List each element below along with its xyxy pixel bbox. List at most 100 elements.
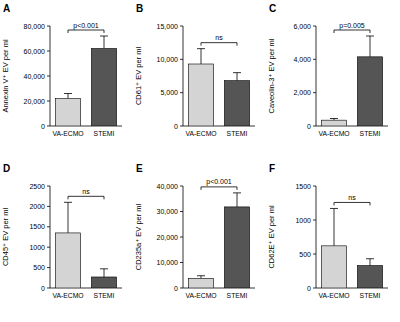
y-axis-label: Annexin V⁺ EV per ml: [1, 39, 10, 112]
y-tick: [180, 262, 183, 263]
y-tick-label: 0: [41, 285, 45, 292]
error-bar: [68, 202, 69, 233]
y-tick-label: 20,000: [24, 98, 46, 105]
y-tick: [47, 186, 50, 187]
y-tick: [47, 226, 50, 227]
error-bar: [237, 193, 238, 207]
marks: [188, 49, 249, 126]
annotation: p<0.001: [206, 178, 232, 186]
y-tick-label: 10,000: [157, 259, 179, 266]
y-tick: [47, 126, 50, 127]
y-tick-label: 2,000: [293, 89, 311, 96]
x-tick-label: VA-ECMO: [52, 130, 83, 137]
panel: FCD62E⁺ EV per ml050010001500VA-ECMOSTEM…: [267, 163, 388, 299]
y-tick: [313, 59, 316, 60]
y-tick: [180, 126, 183, 127]
y-tick-label: 40,000: [24, 73, 46, 80]
bar: [188, 64, 213, 126]
x-tick-label: STEMI: [94, 292, 115, 299]
error-bar: [104, 269, 105, 277]
error-bar: [370, 36, 371, 57]
y-tick-label: 5,000: [160, 89, 178, 96]
comparison-bracket: [68, 196, 104, 199]
y-tick-label: 1000: [295, 217, 311, 224]
y-axis-label: CD235a⁺ EV per ml: [134, 203, 143, 270]
y-axis: [50, 26, 51, 126]
error-cap: [197, 275, 205, 276]
comparison-bracket: [201, 43, 237, 46]
panel-letter: C: [269, 3, 276, 14]
error-cap: [233, 192, 241, 193]
annotation: ns: [82, 188, 90, 195]
marks: [55, 202, 116, 288]
y-tick: [313, 288, 316, 289]
y-tick: [313, 126, 316, 127]
y-tick: [180, 288, 183, 289]
bar: [357, 57, 382, 126]
y-tick-label: 0: [307, 123, 311, 130]
comparison-bracket: [68, 30, 104, 33]
panel: CCaveolin-3⁺ EV per ml02,0004,0006,000VA…: [267, 3, 388, 137]
panel-letter: B: [136, 3, 143, 14]
y-tick: [313, 220, 316, 221]
y-tick: [180, 59, 183, 60]
y-tick: [47, 267, 50, 268]
y-axis: [316, 186, 317, 288]
y-tick-label: 2000: [29, 203, 45, 210]
y-axis: [183, 26, 184, 126]
comparison-bracket: [334, 30, 370, 33]
y-tick-label: 4,000: [293, 56, 311, 63]
x-tick-label: VA-ECMO: [185, 292, 216, 299]
x-tick-label: VA-ECMO: [52, 292, 83, 299]
x-tick-label: VA-ECMO: [318, 130, 349, 137]
y-tick-label: 1000: [29, 244, 45, 251]
y-tick-label: 0: [41, 123, 45, 130]
error-bar: [334, 208, 335, 245]
marks: [55, 36, 116, 126]
y-axis-label: CD45⁺ EV per ml: [1, 208, 10, 266]
error-cap: [366, 258, 374, 259]
y-tick: [313, 26, 316, 27]
x-tick-label: VA-ECMO: [318, 292, 349, 299]
annotation: ns: [348, 194, 356, 201]
bar: [357, 266, 382, 288]
y-tick: [313, 254, 316, 255]
y-tick: [313, 92, 316, 93]
x-tick-label: STEMI: [94, 130, 115, 137]
y-tick: [180, 92, 183, 93]
y-tick: [47, 101, 50, 102]
bar: [224, 207, 249, 288]
y-tick-label: 20,000: [157, 234, 179, 241]
x-tick-label: STEMI: [360, 130, 381, 137]
bar: [55, 233, 80, 288]
error-cap: [64, 202, 72, 203]
error-cap: [330, 208, 338, 209]
y-tick: [47, 288, 50, 289]
y-axis: [183, 186, 184, 288]
y-tick: [47, 247, 50, 248]
y-tick-label: 0: [307, 285, 311, 292]
x-tick-label: STEMI: [227, 130, 248, 137]
y-axis: [316, 26, 317, 126]
annotation: p=0.005: [339, 22, 365, 30]
comparison-bracket: [334, 202, 370, 205]
marks: [188, 193, 249, 288]
y-axis-label: CD62E⁺ EV per ml: [267, 205, 276, 268]
annotation: p<0.001: [73, 22, 99, 30]
y-tick-label: 1500: [29, 223, 45, 230]
error-bar: [201, 49, 202, 64]
y-tick-label: 10,000: [157, 56, 179, 63]
panel: AAnnexin V⁺ EV per ml020,00040,00060,000…: [1, 3, 122, 137]
bar: [321, 120, 346, 126]
marks: [321, 36, 382, 126]
error-cap: [100, 36, 108, 37]
y-tick-label: 0: [174, 285, 178, 292]
x-tick-label: STEMI: [227, 292, 248, 299]
y-tick-label: 60,000: [24, 48, 46, 55]
bar: [321, 246, 346, 288]
panel-letter: F: [269, 163, 275, 174]
bar: [91, 49, 116, 127]
error-cap: [100, 268, 108, 269]
y-tick-label: 2500: [29, 183, 45, 190]
y-tick-label: 1500: [295, 183, 311, 190]
